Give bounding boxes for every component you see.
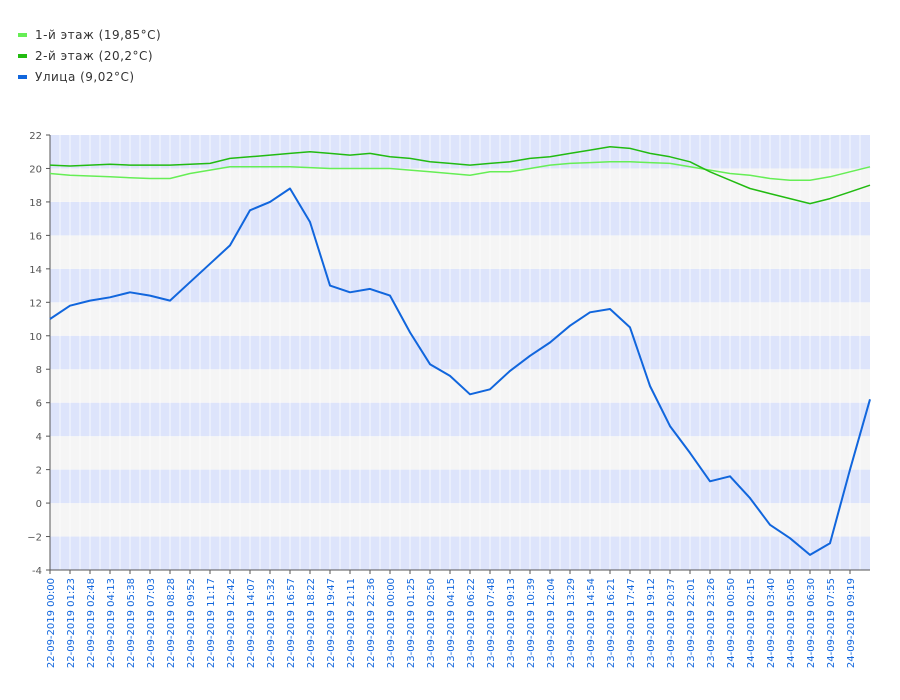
- legend-swatch-floor2: [18, 53, 27, 58]
- y-axis-tick-labels: -4 −2 0 2 4 6 8 10 12 14 16 18 20 22: [27, 131, 50, 577]
- y-tick-label: 0: [36, 499, 42, 510]
- x-tick-label: 23-09-2019 02:50: [426, 578, 437, 668]
- x-tick-label: 22-09-2019 04:13: [106, 578, 117, 668]
- series-line-outside: [49, 187, 871, 556]
- y-tick-label: 6: [36, 399, 42, 410]
- x-tick-label: 22-09-2019 16:57: [286, 578, 297, 668]
- x-tick-label: 23-09-2019 06:22: [466, 578, 477, 668]
- x-tick-label: 24-09-2019 07:55: [826, 578, 837, 668]
- vertical-gridlines: [59, 135, 861, 570]
- legend-item-outside: Улица (9,02°C): [18, 66, 161, 87]
- x-tick-label: 23-09-2019 10:39: [526, 578, 537, 668]
- y-tick-label: 18: [29, 198, 42, 209]
- x-tick-label: 23-09-2019 09:13: [506, 578, 517, 668]
- x-tick-label: 22-09-2019 18:22: [306, 578, 317, 668]
- y-tick-label: -4: [32, 566, 42, 577]
- x-tick-label: 22-09-2019 09:52: [186, 578, 197, 668]
- legend-label-outside: Улица (9,02°C): [35, 69, 135, 84]
- y-tick-label: −2: [27, 533, 42, 544]
- x-tick-label: 22-09-2019 00:00: [46, 578, 57, 668]
- x-tick-label: 23-09-2019 04:15: [446, 578, 457, 668]
- x-tick-label: 23-09-2019 16:21: [606, 578, 617, 668]
- x-tick-label: 24-09-2019 06:30: [806, 578, 817, 668]
- x-tick-label: 23-09-2019 14:54: [586, 578, 597, 668]
- x-tick-label: 24-09-2019 05:05: [786, 578, 797, 668]
- x-tick-label: 23-09-2019 22:01: [686, 578, 697, 668]
- legend-label-floor2: 2-й этаж (20,2°C): [35, 48, 154, 63]
- x-tick-label: 23-09-2019 13:29: [566, 578, 577, 668]
- x-tick-label: 22-09-2019 05:38: [126, 578, 137, 668]
- x-axis-tick-labels: 22-09-2019 00:00 22-09-2019 01:23 22-09-20…: [46, 570, 857, 668]
- series-line-floor2: [49, 145, 871, 205]
- x-tick-label: 22-09-2019 01:23: [66, 578, 77, 668]
- x-tick-label: 24-09-2019 03:40: [766, 578, 777, 668]
- x-tick-label: 22-09-2019 07:03: [146, 578, 157, 668]
- legend-item-floor1: 1-й этаж (19,85°C): [18, 24, 161, 45]
- x-tick-label: 23-09-2019 00:00: [386, 578, 397, 668]
- y-tick-label: 16: [29, 231, 42, 242]
- x-tick-label: 23-09-2019 01:25: [406, 578, 417, 668]
- x-tick-label: 22-09-2019 12:42: [226, 578, 237, 668]
- chart-axes: [49, 135, 870, 571]
- legend-swatch-floor1: [18, 32, 27, 37]
- x-tick-label: 24-09-2019 02:15: [746, 578, 757, 668]
- series-line-floor1: [49, 161, 871, 181]
- legend-item-floor2: 2-й этаж (20,2°C): [18, 45, 161, 66]
- y-tick-label: 22: [29, 131, 42, 142]
- x-tick-label: 24-09-2019 09:19: [846, 578, 857, 668]
- x-tick-label: 24-09-2019 00:50: [726, 578, 737, 668]
- series-lines: [49, 145, 871, 556]
- x-tick-label: 22-09-2019 14:07: [246, 578, 257, 668]
- x-tick-label: 22-09-2019 22:36: [366, 578, 377, 668]
- x-tick-label: 22-09-2019 11:17: [206, 578, 217, 668]
- x-tick-label: 23-09-2019 20:37: [666, 578, 677, 668]
- x-tick-label: 22-09-2019 08:28: [166, 578, 177, 668]
- x-tick-label: 22-09-2019 02:48: [86, 578, 97, 668]
- y-tick-label: 14: [29, 265, 42, 276]
- x-tick-label: 22-09-2019 19:47: [326, 578, 337, 668]
- y-tick-label: 20: [29, 164, 42, 175]
- y-tick-label: 12: [29, 298, 42, 309]
- y-tick-label: 2: [36, 466, 42, 477]
- x-tick-label: 22-09-2019 21:11: [346, 578, 357, 668]
- x-tick-label: 23-09-2019 12:04: [546, 578, 557, 668]
- y-tick-label: 10: [29, 332, 42, 343]
- x-tick-label: 22-09-2019 15:32: [266, 578, 277, 668]
- y-tick-label: 8: [36, 365, 42, 376]
- chart-legend: 1-й этаж (19,85°C) 2-й этаж (20,2°C) Ули…: [18, 24, 161, 87]
- x-tick-label: 23-09-2019 17:47: [626, 578, 637, 668]
- x-tick-label: 23-09-2019 23:26: [706, 578, 717, 668]
- y-tick-label: 4: [36, 432, 42, 443]
- legend-label-floor1: 1-й этаж (19,85°C): [35, 27, 162, 42]
- legend-swatch-outside: [18, 74, 27, 79]
- x-tick-label: 23-09-2019 19:12: [646, 578, 657, 668]
- x-tick-label: 23-09-2019 07:48: [486, 578, 497, 668]
